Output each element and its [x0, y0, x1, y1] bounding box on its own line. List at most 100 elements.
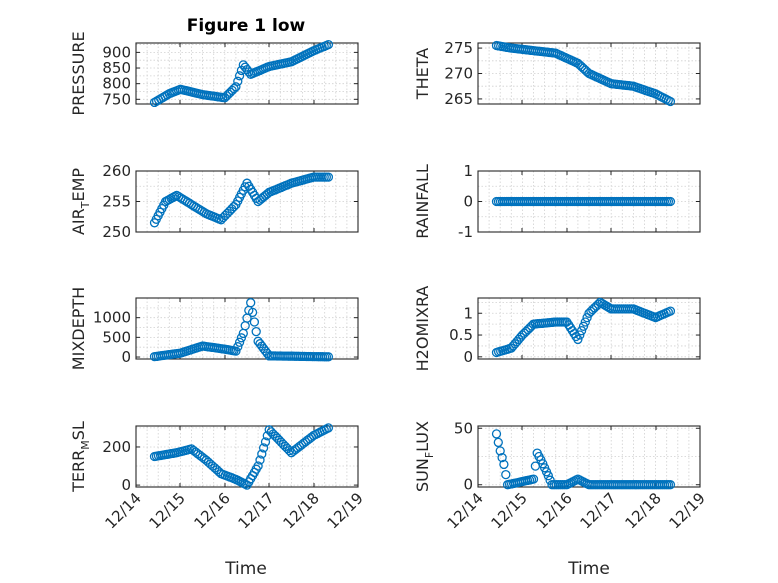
data-point	[665, 196, 676, 207]
x-tick-label: 12/14	[102, 489, 145, 532]
y-tick-label: 0	[463, 193, 473, 211]
data-point	[491, 429, 502, 439]
x-tick-label: 12/19	[324, 489, 367, 532]
data-point	[258, 443, 269, 453]
y-tick-label: 0.5	[449, 326, 473, 344]
data-point	[255, 455, 265, 465]
y-axis-label: AIRTEMP	[69, 168, 92, 235]
x-tick-label: 12/15	[146, 489, 189, 532]
subplot-sun-flux: 12/14 12/15 12/16 12/17 12/18 12/19 0 50 SUNFLUX	[413, 419, 709, 532]
data-point	[665, 96, 676, 107]
y-axis-label: MIXDEPTH	[69, 287, 88, 370]
data-point	[323, 39, 334, 50]
data-point	[501, 469, 511, 480]
x-tick-label: 12/16	[533, 489, 576, 532]
subplot-theta: 265 270 275 THETA	[413, 39, 701, 108]
subplot-h2omixra: 0 0.5 1 H2OMIXRA	[413, 286, 701, 372]
data-point	[251, 326, 261, 337]
y-tick-label: 270	[444, 65, 473, 83]
data-point	[236, 333, 247, 343]
data-point	[580, 317, 590, 327]
y-tick-label: 0	[121, 476, 131, 494]
axes-frame	[477, 425, 701, 488]
y-tick-label: 275	[444, 39, 473, 57]
x-tick-label: 12/18	[622, 489, 665, 532]
y-tick-label: 500	[102, 328, 131, 346]
data-point	[543, 471, 553, 481]
data-point	[234, 337, 245, 347]
y-tick-label: 200	[102, 438, 131, 456]
y-tick-label: 900	[102, 43, 131, 61]
y-tick-label: 0	[463, 476, 473, 494]
data-point	[497, 452, 507, 463]
data-point	[573, 334, 583, 345]
data-point	[233, 342, 243, 352]
figure-title: Figure 1 low	[187, 16, 306, 36]
data-point	[495, 446, 505, 456]
y-tick-label: 50	[454, 419, 473, 437]
y-tick-label: 1000	[93, 309, 131, 327]
subplot-air-temp: 250 255 260 AIRTEMP	[69, 162, 359, 241]
x-tick-label: 12/17	[577, 489, 620, 532]
x-tick-label: 12/17	[235, 489, 278, 532]
axes-frame	[135, 42, 359, 105]
y-axis-label: SUNFLUX	[413, 421, 436, 492]
y-axis-label: H2OMIXRA	[413, 286, 432, 372]
y-tick-label: 260	[102, 162, 131, 180]
y-axis-label: THETA	[413, 48, 432, 100]
data-point	[323, 172, 334, 182]
data-point	[229, 83, 239, 94]
data-point	[246, 298, 256, 308]
data-point	[578, 321, 589, 331]
y-axis-label: PRESSURE	[69, 31, 88, 115]
data-point	[576, 326, 587, 336]
data-point	[665, 306, 676, 316]
data-point	[528, 474, 539, 484]
y-tick-label: 255	[102, 193, 131, 211]
x-tick-label: 12/15	[488, 489, 531, 532]
y-tick-label: 800	[102, 75, 131, 93]
x-tick-label: 12/14	[444, 489, 487, 532]
y-tick-label: 1	[463, 162, 473, 180]
y-tick-label: 0	[121, 348, 131, 366]
axes-frame	[135, 425, 359, 488]
data-point	[231, 346, 241, 356]
y-axis-label: TERRMSL	[69, 421, 92, 493]
x-tick-label: 12/19	[666, 489, 709, 532]
y-tick-label: 265	[444, 90, 473, 108]
data-point	[240, 321, 250, 331]
data-point	[247, 307, 258, 318]
data-point	[323, 423, 334, 433]
data-point	[499, 459, 509, 470]
x-tick-label: 12/16	[191, 489, 234, 532]
subplot-rainfall: -1 0 1 RAINFALL	[413, 162, 701, 241]
data-point	[665, 480, 676, 490]
subplot-terr-msl: 12/14 12/15 12/16 12/17 12/18 12/19 0 200 TERRMS…	[69, 421, 367, 532]
data-point	[493, 437, 503, 448]
data-point	[260, 437, 271, 447]
data-point	[575, 330, 585, 340]
data-point	[257, 449, 267, 459]
y-tick-label: -1	[458, 223, 473, 241]
data-point	[249, 317, 260, 327]
y-axis-label: RAINFALL	[413, 164, 432, 239]
x-axis-label-right: Time	[567, 559, 610, 579]
data-point	[253, 461, 263, 471]
data-point	[284, 445, 295, 456]
axes-frame	[135, 297, 359, 360]
y-tick-label: 750	[102, 90, 131, 108]
data-point	[323, 352, 334, 362]
axes-frame	[477, 297, 701, 360]
data-point	[233, 76, 243, 86]
x-axis-label-left: Time	[224, 559, 267, 579]
data-point	[234, 71, 245, 81]
y-tick-label: 850	[102, 59, 131, 77]
y-tick-label: 0	[463, 348, 473, 366]
x-tick-label: 12/18	[280, 489, 323, 532]
y-tick-label: 250	[102, 223, 131, 241]
data-point	[231, 82, 241, 92]
